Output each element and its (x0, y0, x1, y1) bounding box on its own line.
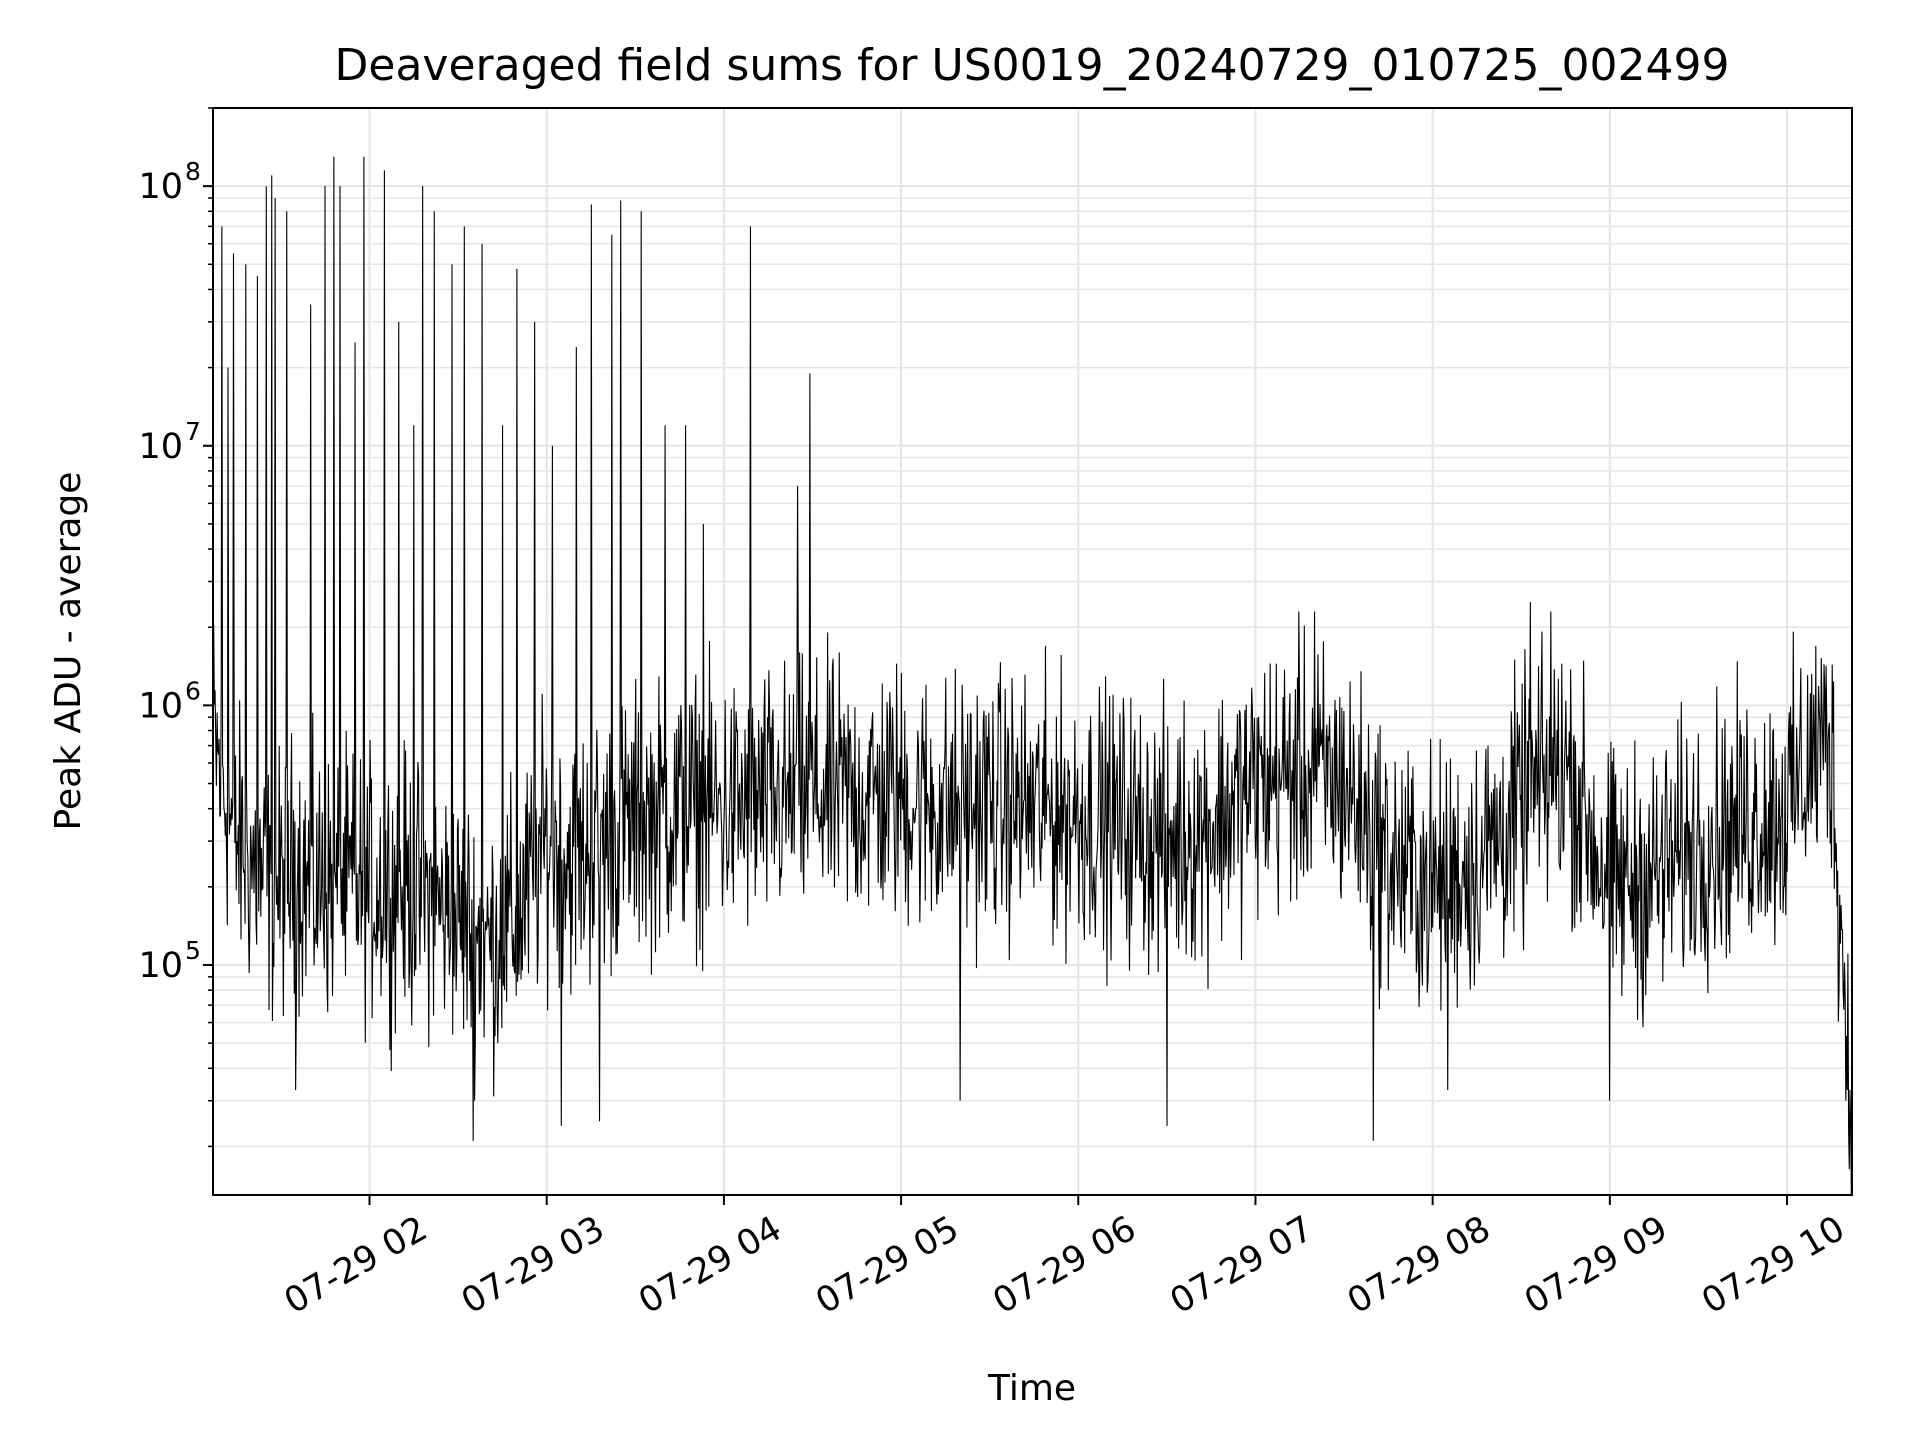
series-path (212, 156, 1853, 1196)
y-tick-label-exponent: 7 (185, 417, 201, 446)
y-tick-label: 10 (138, 427, 183, 467)
series-line (212, 156, 1853, 1196)
y-tick-label: 10 (138, 946, 183, 986)
x-axis-label: Time (987, 1368, 1076, 1409)
y-tick-label-exponent: 5 (185, 936, 201, 965)
chart-title: Deaveraged field sums for US0019_2024072… (335, 40, 1730, 91)
y-tick-label: 10 (138, 167, 183, 207)
y-tick-label: 10 (138, 686, 183, 726)
plot-frame (212, 107, 1853, 1196)
y-axis-label: Peak ADU - average (48, 472, 89, 831)
y-tick-label-exponent: 8 (185, 157, 201, 186)
y-tick-label-exponent: 6 (185, 676, 201, 705)
